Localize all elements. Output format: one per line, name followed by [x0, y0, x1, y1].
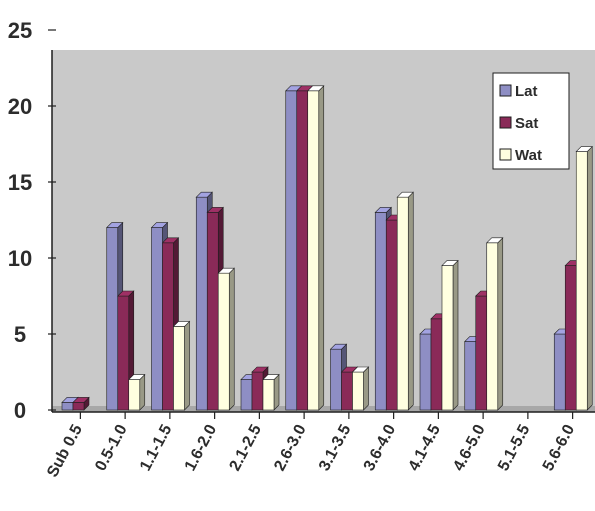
y-tick-label: 0	[14, 398, 26, 423]
legend-swatch-lat	[499, 84, 512, 97]
x-tick-label: 5.1-5.5	[495, 422, 533, 474]
legend-swatch-wat	[499, 148, 512, 161]
bar-wat	[575, 145, 593, 411]
x-tick-label: 1.6-2.0	[182, 422, 220, 474]
y-tick-label: 10	[8, 246, 32, 271]
x-tick-label: 1.1-1.5	[137, 422, 175, 474]
x-tick-label: 0.5-1.0	[92, 422, 130, 474]
bars	[61, 85, 593, 411]
x-axis-ticks: Sub 0.5 0.5-1.0 1.1-1.5 1.6-2.0 2.1-2.5 2.6-3…	[44, 412, 578, 480]
bar-wat	[172, 320, 191, 411]
y-tick-label: 20	[8, 94, 32, 119]
y-tick-label: 15	[8, 170, 32, 195]
bar-wat	[128, 373, 146, 411]
bar-wat	[441, 259, 459, 411]
bar-wat	[217, 267, 235, 411]
x-tick-label: 3.6-4.0	[361, 422, 399, 474]
bar-sat	[72, 396, 90, 411]
bar-wat	[486, 237, 504, 411]
y-tick-label: 5	[14, 322, 26, 347]
bar-wat	[396, 191, 414, 411]
bar-wat	[351, 366, 370, 411]
legend-swatch-sat	[499, 116, 512, 129]
x-tick-label: 2.6-3.0	[271, 422, 309, 474]
x-tick-label: 5.6-6.0	[540, 422, 578, 474]
legend: Lat Sat Wat	[492, 72, 570, 170]
legend-label-wat: Wat	[515, 147, 542, 164]
legend-label-sat: Sat	[515, 115, 538, 132]
y-axis-ticks: 0 5 10 15 20 25	[8, 18, 56, 423]
bar-wat	[262, 373, 280, 411]
plot-floor	[52, 406, 595, 412]
x-tick-label: 3.1-3.5	[316, 422, 354, 474]
x-tick-label: Sub 0.5	[44, 422, 86, 480]
legend-label-lat: Lat	[515, 83, 538, 100]
x-tick-label: 2.1-2.5	[227, 422, 265, 474]
bar-wat	[307, 85, 325, 411]
x-tick-label: 4.1-4.5	[406, 422, 444, 474]
y-tick-label: 25	[8, 18, 32, 43]
x-tick-label: 4.6-5.0	[450, 422, 488, 474]
